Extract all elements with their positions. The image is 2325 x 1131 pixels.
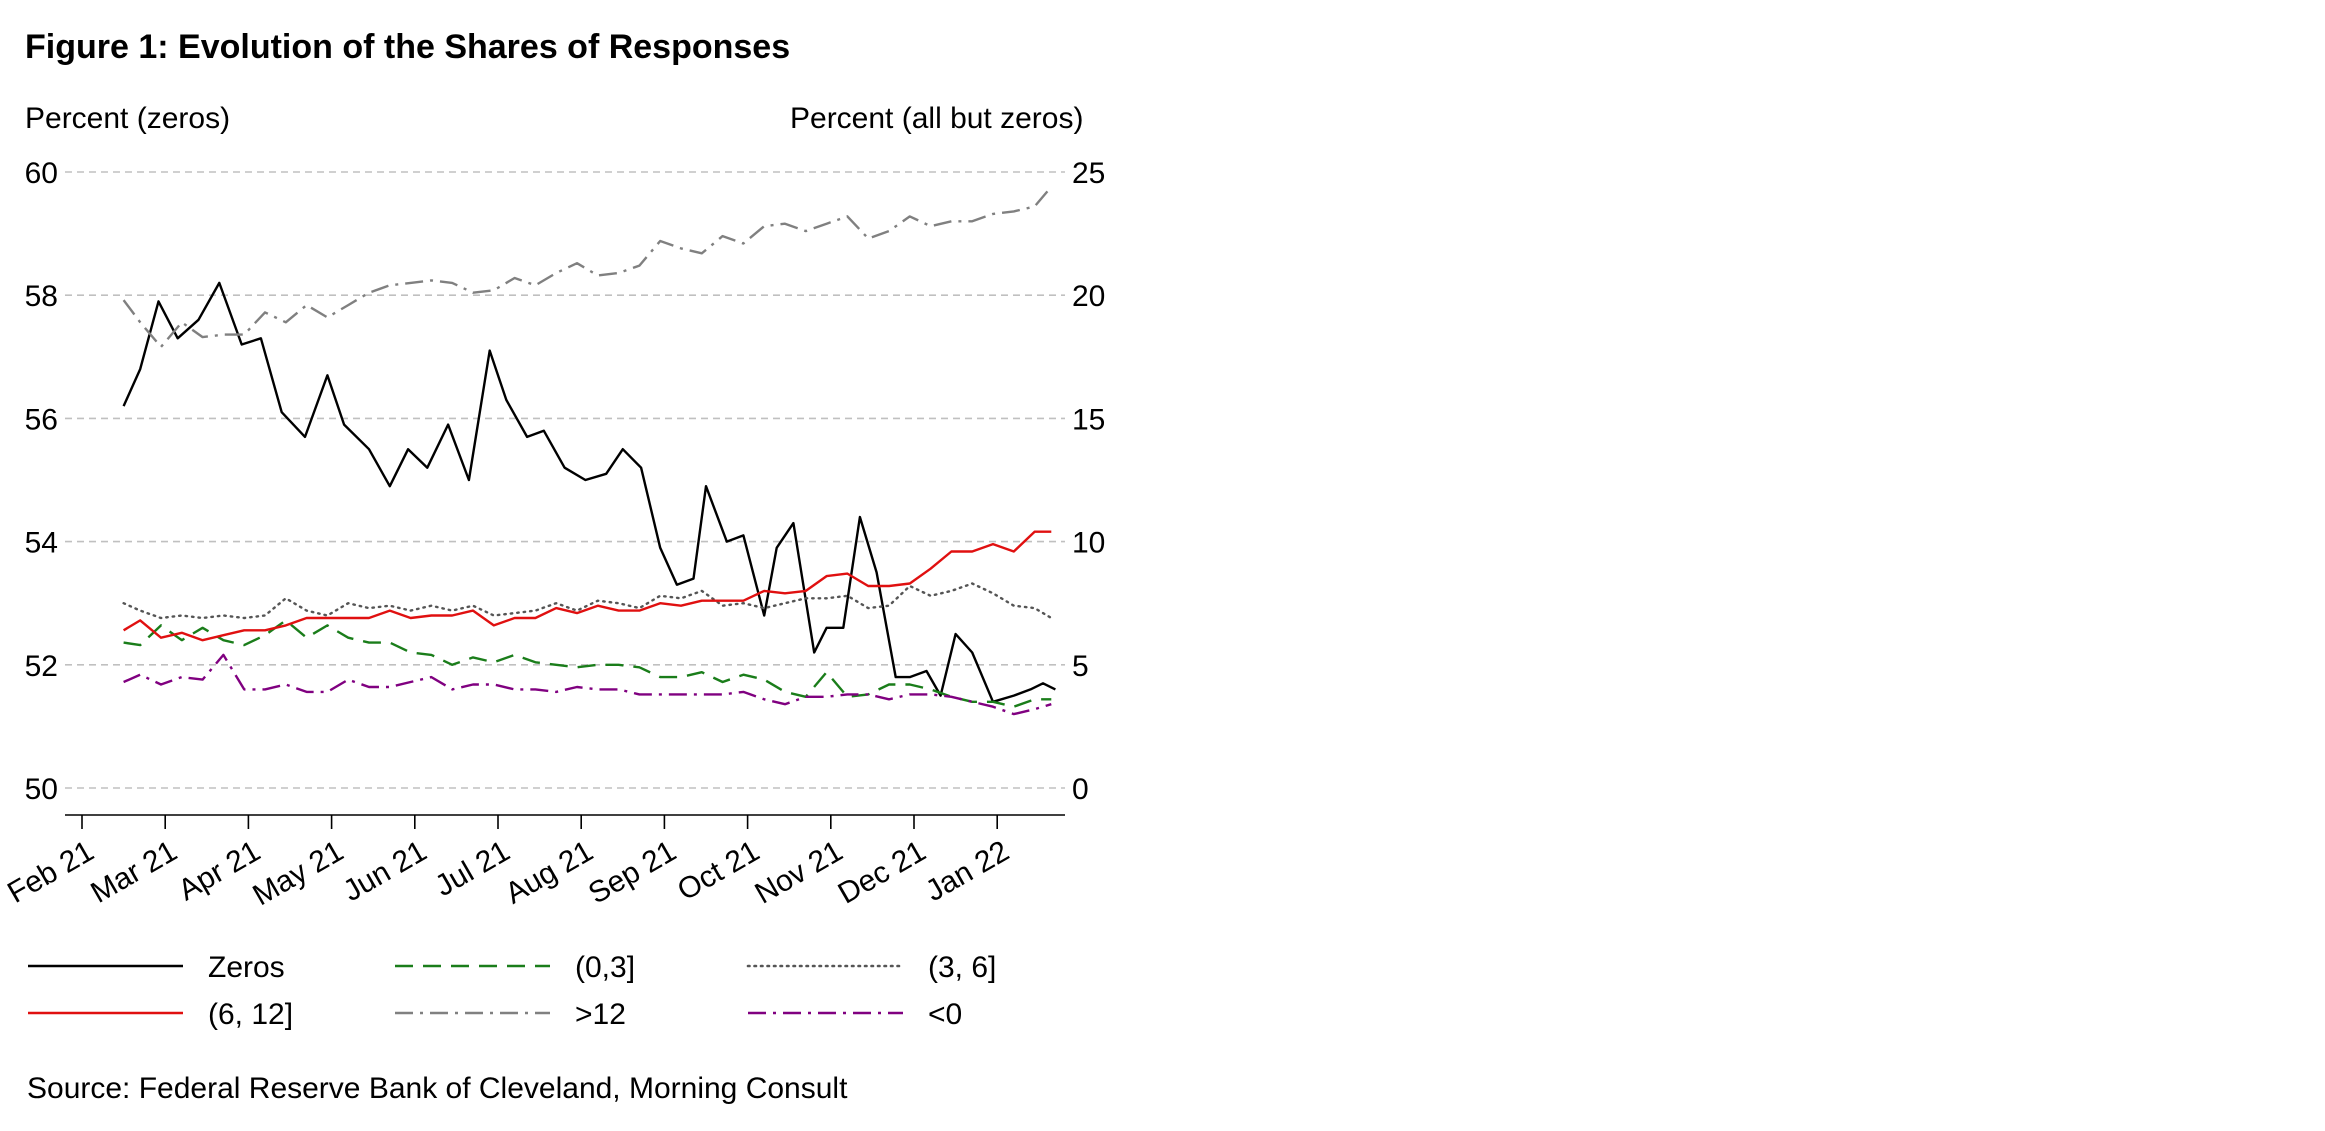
x-tick-label: Jul 21 <box>430 834 516 903</box>
x-tick-label: Feb 21 <box>2 834 99 909</box>
legend-label: Zeros <box>208 951 285 984</box>
right-tick-label: 10 <box>1072 527 1105 560</box>
x-tick-label: Mar 21 <box>85 834 182 909</box>
x-tick-label: Apr 21 <box>173 834 266 907</box>
right-tick-label: 5 <box>1072 650 1089 683</box>
chart-title: Figure 1: Evolution of the Shares of Res… <box>25 28 791 66</box>
series-lines <box>122 186 1056 716</box>
legend-label: (6, 12] <box>208 998 293 1031</box>
source-note: Source: Federal Reserve Bank of Clevelan… <box>27 1072 848 1105</box>
left-tick-label: 56 <box>25 403 58 436</box>
x-tick-label: Oct 21 <box>672 834 765 907</box>
x-tick-label: Dec 21 <box>833 834 932 910</box>
series-line-6-12 <box>122 530 1052 642</box>
legend-label: <0 <box>928 998 962 1031</box>
legend-label: (0,3] <box>575 951 635 984</box>
x-tick-label: Jun 21 <box>338 834 433 908</box>
left-axis-label: Percent (zeros) <box>25 102 231 135</box>
right-tick-label: 25 <box>1072 157 1105 190</box>
x-tick-label: May 21 <box>247 834 349 912</box>
x-tick-label: Sep 21 <box>583 834 682 910</box>
legend: Zeros (0,3] (3, 6] (6, 12] >12 <0 <box>28 951 996 1031</box>
gridlines <box>65 171 1065 789</box>
legend-label: >12 <box>575 998 626 1031</box>
left-tick-label: 60 <box>25 157 58 190</box>
left-tick-label: 54 <box>25 527 58 560</box>
series-line-12 <box>122 186 1053 349</box>
legend-label: (3, 6] <box>928 951 996 984</box>
x-tick-label: Aug 21 <box>500 834 599 910</box>
series-line-zeros <box>122 281 1056 703</box>
series-line-0 <box>123 653 1052 716</box>
left-tick-label: 58 <box>25 280 58 313</box>
x-tick-label: Jan 22 <box>920 834 1015 908</box>
right-axis-label: Percent (all but zeros) <box>790 102 1084 135</box>
x-tick-label: Nov 21 <box>749 834 848 910</box>
left-tick-label: 50 <box>25 773 58 806</box>
left-tick-label: 52 <box>25 650 58 683</box>
right-tick-label: 0 <box>1072 773 1089 806</box>
series-line-3-6 <box>122 582 1053 620</box>
right-tick-label: 15 <box>1072 403 1105 436</box>
right-tick-label: 20 <box>1072 280 1105 313</box>
